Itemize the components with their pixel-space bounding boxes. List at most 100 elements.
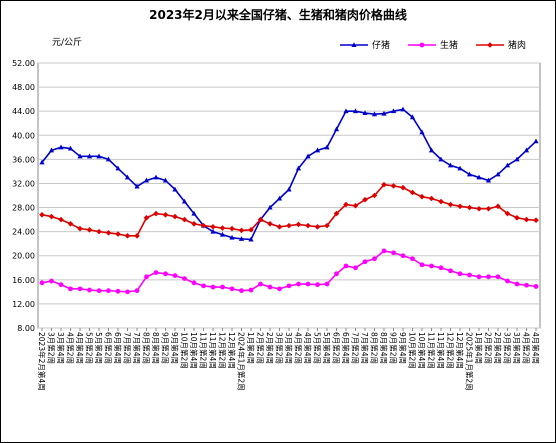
point (371, 192, 378, 199)
point (96, 228, 102, 235)
point (457, 271, 463, 277)
point (295, 165, 302, 171)
point (352, 108, 359, 114)
point (485, 177, 492, 183)
point (400, 184, 406, 191)
y-tick-label: 48.00 (12, 83, 35, 92)
point (324, 281, 330, 287)
legend-marker (351, 42, 357, 47)
point (381, 181, 387, 188)
point (86, 153, 93, 159)
x-tick-label: 12月第4周 (227, 332, 237, 369)
point (153, 210, 159, 217)
point (68, 286, 73, 292)
point (466, 171, 473, 177)
point (143, 214, 150, 221)
x-tick-label: 1月第4周 (474, 332, 484, 364)
point (486, 274, 491, 280)
point (238, 227, 245, 234)
y-tick-label: 36.00 (12, 155, 35, 164)
point (296, 281, 301, 287)
point (124, 174, 131, 180)
point (391, 250, 396, 256)
x-tick-label: 6月第4周 (113, 332, 123, 364)
point (276, 195, 283, 201)
point (333, 126, 340, 132)
point (352, 202, 359, 209)
point (372, 256, 377, 262)
point (286, 222, 292, 229)
point (219, 225, 226, 231)
point (314, 224, 321, 230)
point (305, 281, 311, 287)
x-tick-label: 11月第4周 (436, 332, 446, 369)
x-tick-label: 7月第2周 (123, 332, 133, 364)
point (220, 284, 225, 290)
point (286, 283, 292, 289)
point (115, 288, 121, 294)
point (77, 153, 83, 159)
point (533, 138, 539, 144)
legend-label: 仔猪 (372, 39, 390, 51)
x-tick-label: 7月第4周 (360, 332, 370, 364)
point (39, 159, 45, 165)
point (96, 153, 102, 159)
x-tick-label: 4月第2周 (294, 332, 304, 364)
point (476, 274, 482, 280)
point (267, 284, 273, 290)
point (191, 280, 197, 286)
point (105, 156, 112, 162)
point (390, 183, 397, 189)
y-tick-label: 16.00 (12, 276, 35, 285)
point (438, 265, 444, 271)
point (362, 196, 368, 203)
y-tick-label: 44.00 (12, 107, 35, 116)
x-tick-label: 8月第4周 (379, 332, 389, 364)
point (286, 186, 292, 192)
x-tick-label: 5月第4周 (322, 332, 332, 364)
point (428, 195, 435, 202)
x-tick-label: 9月第4周 (398, 332, 408, 364)
y-tick-label: 32.00 (12, 179, 35, 188)
y-tick-label: 20.00 (12, 252, 35, 261)
point (381, 248, 387, 254)
x-tick-label: 2月第2周 (484, 332, 494, 364)
point (210, 284, 216, 290)
point (105, 230, 112, 236)
point (324, 222, 330, 229)
point (162, 177, 169, 183)
point (267, 204, 273, 210)
x-tick-label: 3月第2周 (47, 332, 57, 364)
x-tick-label: 2月第2周 (256, 332, 266, 364)
point (162, 211, 169, 218)
point (514, 214, 520, 221)
point (201, 283, 206, 289)
chart-title: 2023年2月以来全国仔猪、生猪和猪肉价格曲线 (149, 7, 407, 22)
point (257, 216, 264, 223)
point (48, 213, 55, 220)
point (466, 204, 473, 211)
point (106, 288, 111, 294)
point (495, 203, 501, 210)
x-tick-label: 9月第2周 (389, 332, 399, 364)
x-tick-label: 2月第4周 (265, 332, 275, 364)
y-tick-label: 12.00 (12, 300, 35, 309)
point (96, 288, 102, 294)
point (67, 145, 74, 151)
point (239, 288, 244, 294)
point (448, 268, 453, 274)
point (362, 259, 368, 265)
point (315, 282, 320, 288)
point (181, 198, 188, 204)
point (476, 205, 482, 212)
point (229, 286, 235, 292)
x-tick-label: 10月第4周 (417, 332, 427, 369)
point (143, 177, 150, 183)
point (124, 233, 131, 239)
point (86, 227, 93, 233)
y-tick-label: 28.00 (12, 204, 35, 213)
content: 8.00 12.00 16.00 20.00 24.00 28.00 32.00 36.00 4… (12, 39, 541, 391)
point (77, 286, 83, 292)
point (524, 282, 529, 288)
